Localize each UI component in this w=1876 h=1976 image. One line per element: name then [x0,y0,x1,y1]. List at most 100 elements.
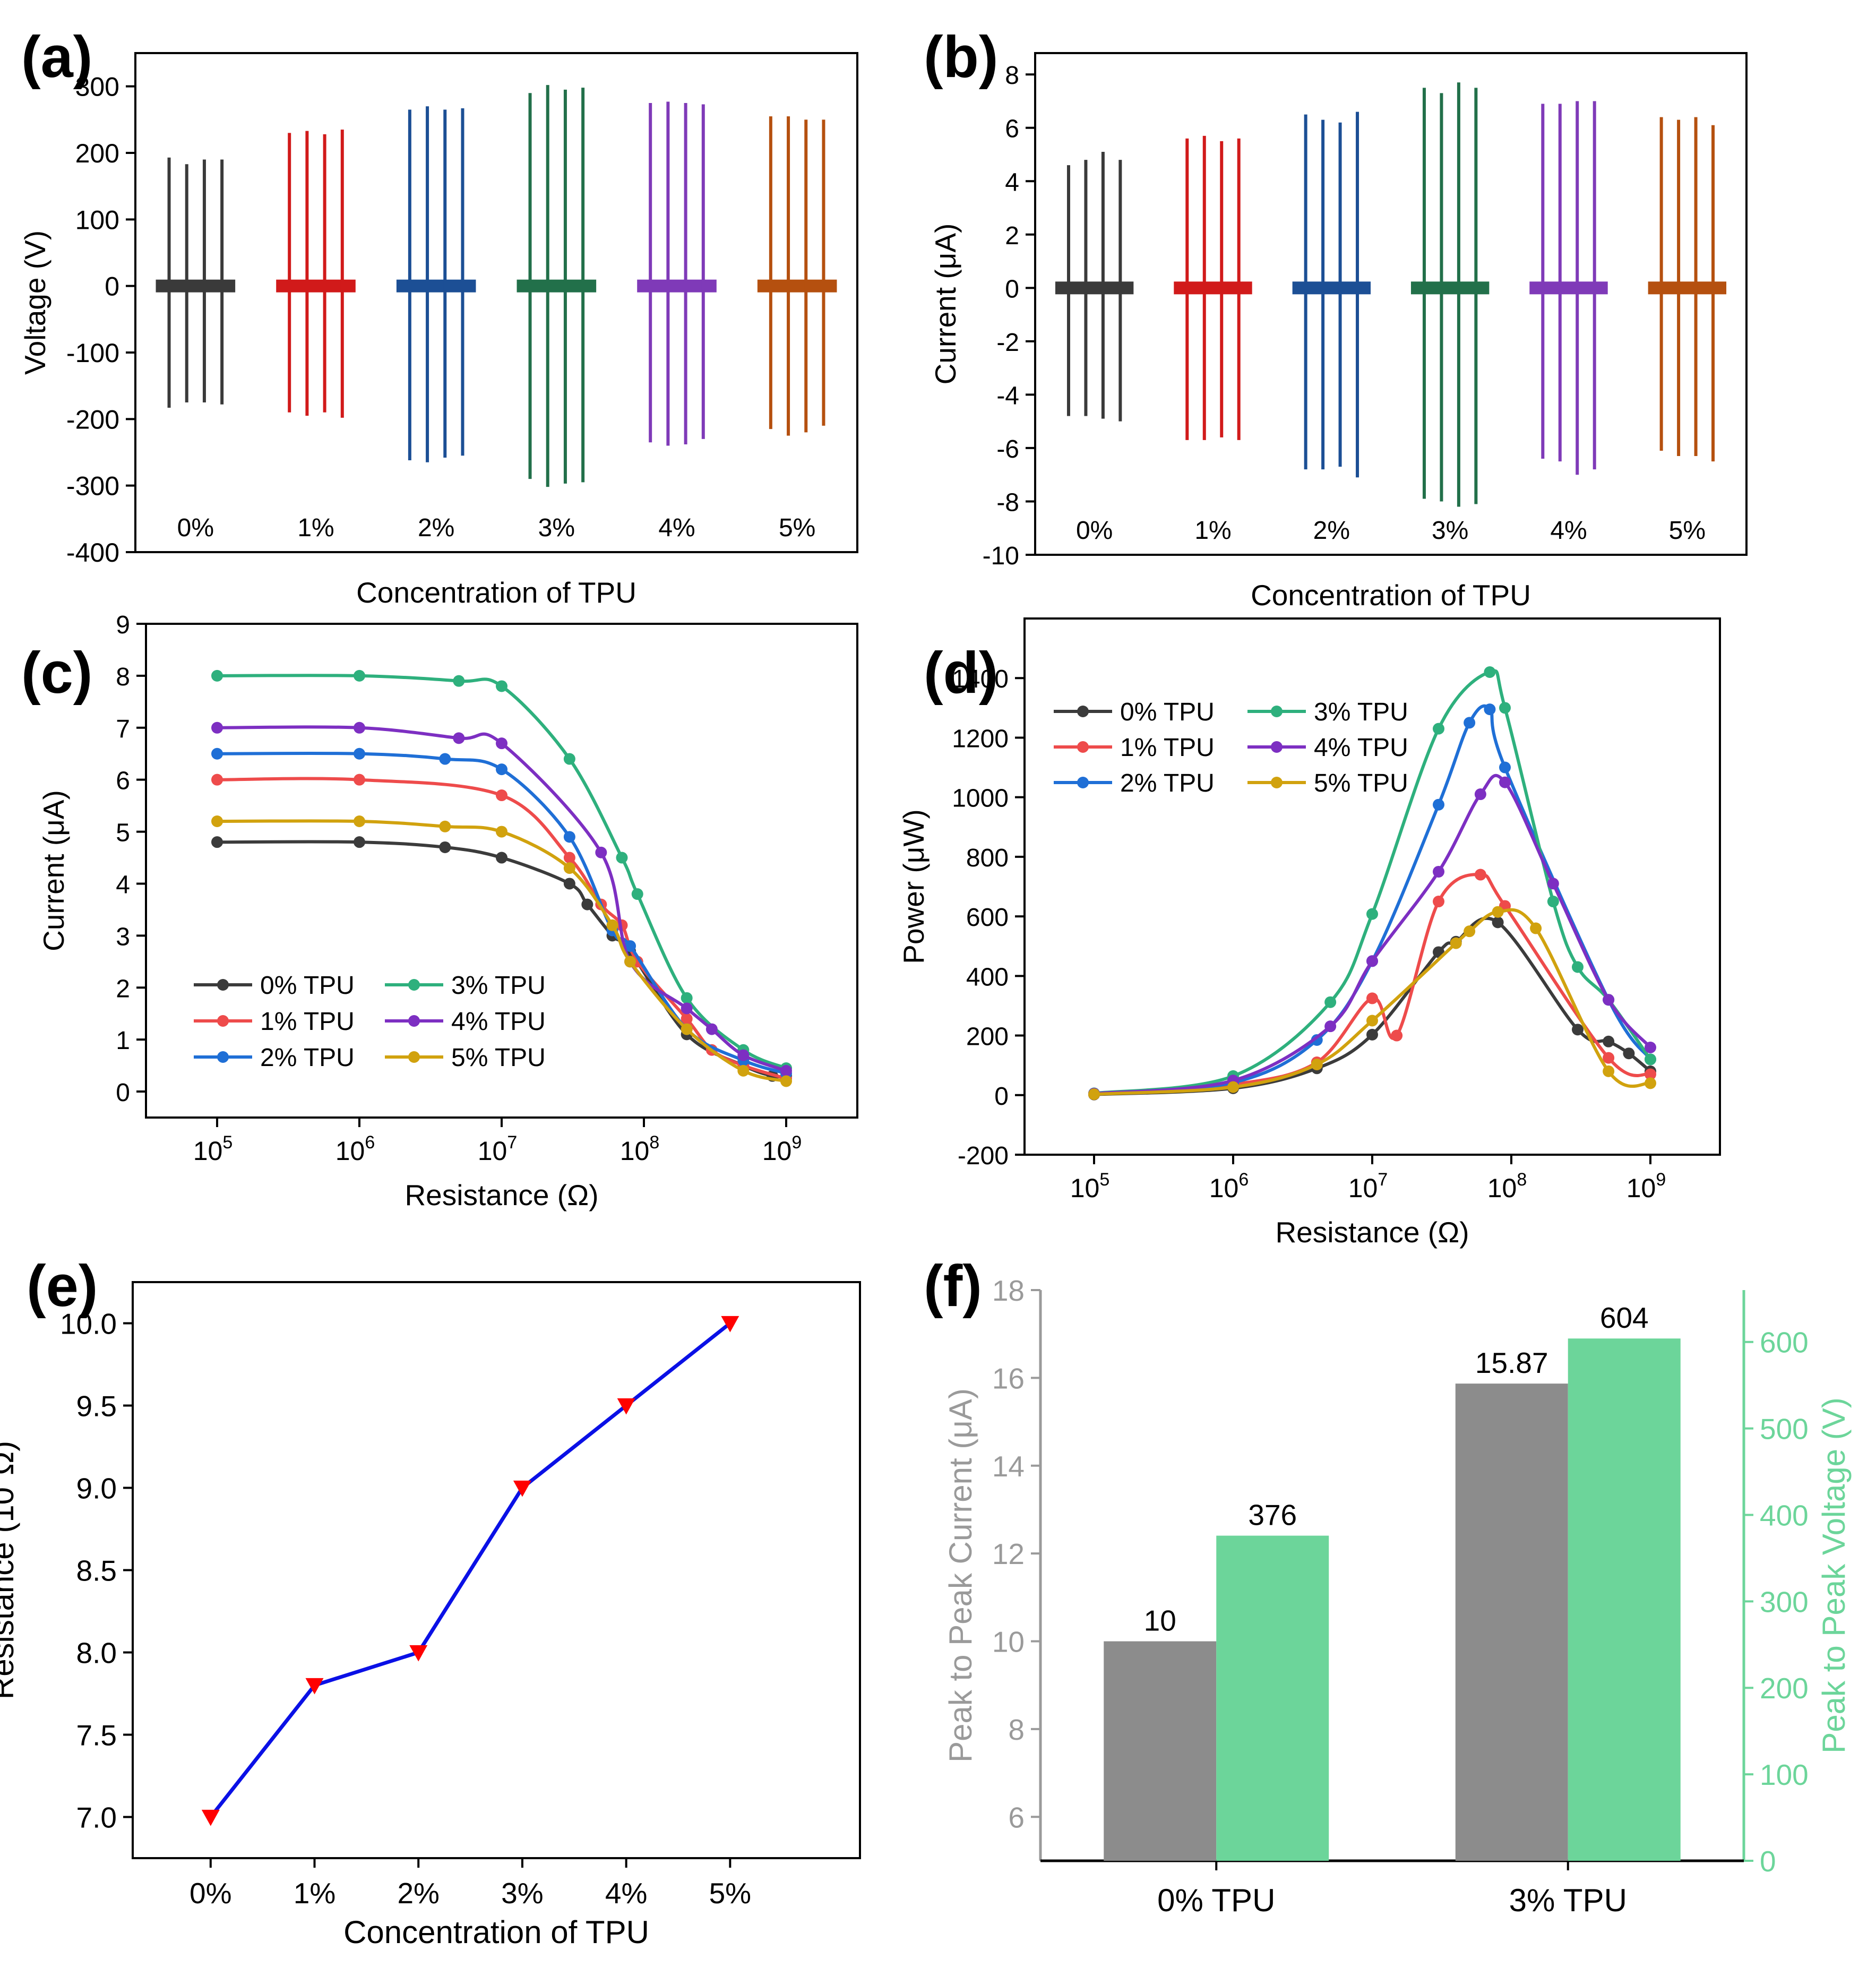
data-point [563,753,575,765]
data-point [1603,1035,1615,1047]
y-tick-label: 1200 [952,725,1009,753]
y-tick-label: 7 [116,715,130,743]
y-tick-label-left: 10 [992,1626,1025,1659]
data-point [1572,1024,1584,1036]
series-line [209,1321,732,1818]
y-tick-label: 8.0 [76,1637,117,1670]
y-tick-label: -6 [996,435,1019,463]
legend-swatch-marker [217,979,229,991]
data-point-triangle [409,1645,428,1662]
y-tick-label-right: 600 [1760,1326,1809,1359]
pulse-series-3pct: 3% [1410,82,1490,545]
data-point [1366,908,1378,920]
legend-label: 4% TPU [1314,734,1408,762]
y-tick-label: 9 [116,611,130,639]
pulse-series-0pct: 0% [156,157,236,542]
series-curve [217,819,787,1083]
y-tick-label: 9.5 [76,1390,117,1423]
legend-swatch-marker [408,979,420,991]
y-tick-label: -400 [66,538,119,568]
data-point [439,841,451,853]
data-point [1464,925,1476,938]
data-point [581,898,593,910]
data-point [496,852,507,864]
legend-label: 2% TPU [1120,769,1215,797]
y-tick-label: 0 [1005,275,1019,303]
bar-voltage [1216,1535,1329,1861]
data-point [453,732,465,744]
x-tick-label: 105 [193,1132,233,1166]
x-tick-label: 4% [605,1877,648,1910]
data-point [211,774,223,786]
panel-label: (e) [27,1253,98,1319]
y-tick-label: 2 [116,975,130,1003]
data-point [1645,1053,1656,1066]
data-point [211,721,223,734]
y-tick-label: 8.5 [76,1554,117,1587]
data-point [1474,869,1486,881]
data-point-triangle [305,1678,324,1695]
data-point [496,737,507,750]
data-point [737,1049,750,1061]
y-tick-label: 0 [994,1082,1009,1111]
y-tick-label-left: 14 [992,1450,1025,1483]
panel-label: (a) [21,24,92,90]
y-tick-label: 7.5 [76,1719,117,1752]
pulse-series-0pct: 0% [1055,151,1134,545]
x-tick-exponent: 5 [1099,1170,1109,1190]
plot-frame [1034,52,1748,556]
legend-swatch-marker [1077,706,1089,717]
x-axis-title: Resistance (Ω) [1275,1216,1469,1249]
legend-swatch-marker [217,1051,229,1063]
x-tick-label: 109 [1627,1170,1666,1203]
y-tick-label-right: 0 [1760,1845,1776,1878]
legend-label: 5% TPU [1314,769,1408,797]
y-axis-title: Current (μA) [929,224,962,385]
legend-swatch-marker [1077,741,1089,753]
data-point [1484,666,1496,678]
x-tick-exponent: 7 [507,1132,517,1153]
data-point [1499,776,1511,788]
data-point [606,919,618,931]
y-tick-label: 200 [966,1023,1009,1051]
series-curve [1094,873,1651,1096]
data-point [563,878,575,890]
y-tick-label: 8 [116,663,130,691]
x-tick-label: 106 [335,1132,375,1166]
y-tick-label-right: 200 [1760,1672,1809,1705]
series-curve [217,674,787,1070]
category-label: 4% [1550,517,1587,545]
data-point [496,826,507,838]
pulse-series-5pct: 5% [1648,117,1727,545]
data-point [211,836,223,848]
data-point [563,852,575,864]
data-point [354,815,365,827]
category-label: 3% [1432,517,1468,545]
pulse-series-4pct: 4% [637,101,717,542]
category-label: 4% [658,514,695,542]
data-point [1366,1015,1378,1027]
panel-d: (d) -200 0 200 400 600 800 1000 1200 1400 105 106 10… [897,617,1721,1249]
legend-swatch-marker [1271,777,1283,788]
y-tick-label: -200 [66,405,119,434]
category-label: 3% [538,514,575,542]
y-tick-label-left: 12 [992,1537,1025,1570]
y-axis-title: Current (μA) [37,790,70,951]
data-point [624,956,636,968]
y-tick-label-right: 100 [1760,1758,1809,1791]
data-point [780,1075,792,1087]
x-tick-exponent: 9 [791,1132,802,1153]
data-point [681,1002,693,1015]
y-axis-title: Power (μW) [897,809,930,964]
y-tick-label: 8 [1005,62,1019,90]
y-tick-label: 10.0 [60,1308,117,1341]
x-tick-label: 3% [501,1877,544,1910]
data-point [1530,922,1542,934]
legend-label: 1% TPU [260,1008,355,1036]
data-point [1623,1047,1635,1060]
y-tick-label: 5 [116,819,130,847]
data-point [439,820,451,832]
category-label: 0% [1076,517,1113,545]
y-axis-title: Resistance (107Ω) [0,1441,20,1699]
